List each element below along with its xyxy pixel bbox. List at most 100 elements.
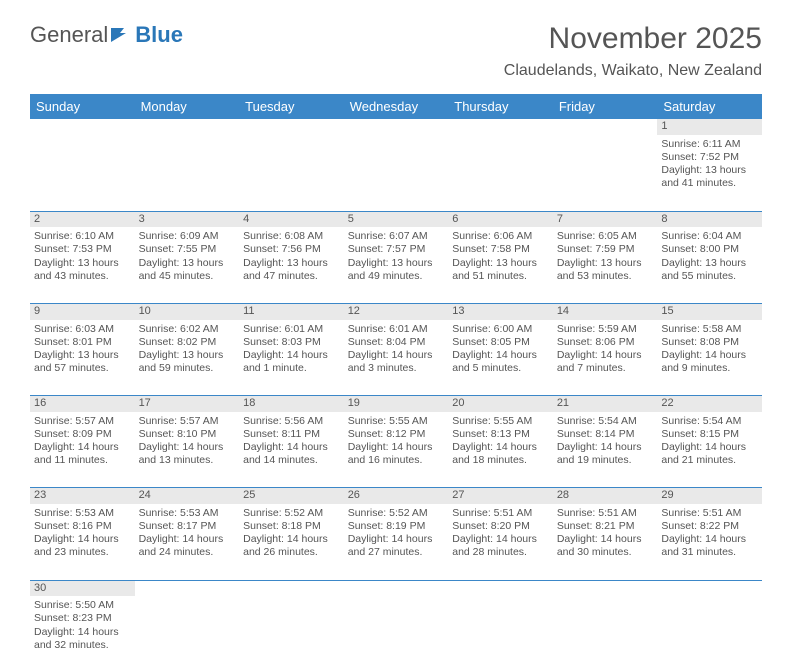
sunset: Sunset: 8:20 PM [452, 520, 549, 533]
daylight: Daylight: 13 hours and 57 minutes. [34, 349, 131, 375]
sunrise: Sunrise: 5:50 AM [34, 599, 131, 612]
sunrise: Sunrise: 6:05 AM [557, 230, 654, 243]
sunset: Sunset: 8:10 PM [139, 428, 236, 441]
day-number [657, 580, 762, 596]
daylight: Daylight: 14 hours and 23 minutes. [34, 533, 131, 559]
sunrise: Sunrise: 5:57 AM [34, 415, 131, 428]
sunrise: Sunrise: 6:01 AM [348, 323, 445, 336]
day-cell [553, 596, 658, 672]
day-number: 20 [448, 396, 553, 412]
daylight: Daylight: 14 hours and 21 minutes. [661, 441, 758, 467]
weekday-header-row: SundayMondayTuesdayWednesdayThursdayFrid… [30, 94, 762, 119]
daylight: Daylight: 14 hours and 28 minutes. [452, 533, 549, 559]
sunrise: Sunrise: 6:03 AM [34, 323, 131, 336]
day-cell: Sunrise: 6:11 AMSunset: 7:52 PMDaylight:… [657, 135, 762, 211]
day-number [344, 119, 449, 135]
sunset: Sunset: 7:59 PM [557, 243, 654, 256]
sunset: Sunset: 7:53 PM [34, 243, 131, 256]
sunrise: Sunrise: 5:52 AM [348, 507, 445, 520]
weekday-header: Thursday [448, 94, 553, 119]
daynum-row: 23242526272829 [30, 488, 762, 504]
week-row: Sunrise: 6:11 AMSunset: 7:52 PMDaylight:… [30, 135, 762, 211]
sunset: Sunset: 8:01 PM [34, 336, 131, 349]
day-cell: Sunrise: 6:00 AMSunset: 8:05 PMDaylight:… [448, 320, 553, 396]
day-number [239, 119, 344, 135]
daylight: Daylight: 14 hours and 32 minutes. [34, 626, 131, 652]
sunset: Sunset: 8:02 PM [139, 336, 236, 349]
sunset: Sunset: 8:18 PM [243, 520, 340, 533]
sunset: Sunset: 8:05 PM [452, 336, 549, 349]
weekday-header: Sunday [30, 94, 135, 119]
day-cell [239, 596, 344, 672]
day-number: 22 [657, 396, 762, 412]
sunset: Sunset: 8:14 PM [557, 428, 654, 441]
day-number: 23 [30, 488, 135, 504]
sunrise: Sunrise: 5:51 AM [557, 507, 654, 520]
sunrise: Sunrise: 6:07 AM [348, 230, 445, 243]
logo: General Blue [30, 22, 183, 48]
sunset: Sunset: 8:11 PM [243, 428, 340, 441]
sunrise: Sunrise: 5:53 AM [34, 507, 131, 520]
flag-icon [110, 26, 132, 44]
day-cell: Sunrise: 6:01 AMSunset: 8:03 PMDaylight:… [239, 320, 344, 396]
daylight: Daylight: 14 hours and 30 minutes. [557, 533, 654, 559]
day-number: 24 [135, 488, 240, 504]
day-number [135, 580, 240, 596]
sunrise: Sunrise: 6:02 AM [139, 323, 236, 336]
day-cell: Sunrise: 6:06 AMSunset: 7:58 PMDaylight:… [448, 227, 553, 303]
daylight: Daylight: 13 hours and 47 minutes. [243, 257, 340, 283]
sunrise: Sunrise: 5:53 AM [139, 507, 236, 520]
sunset: Sunset: 8:09 PM [34, 428, 131, 441]
daylight: Daylight: 14 hours and 24 minutes. [139, 533, 236, 559]
sunset: Sunset: 8:17 PM [139, 520, 236, 533]
day-cell [135, 596, 240, 672]
sunrise: Sunrise: 5:55 AM [348, 415, 445, 428]
sunset: Sunset: 7:52 PM [661, 151, 758, 164]
sunrise: Sunrise: 6:06 AM [452, 230, 549, 243]
sunrise: Sunrise: 5:57 AM [139, 415, 236, 428]
sunset: Sunset: 8:13 PM [452, 428, 549, 441]
sunrise: Sunrise: 6:04 AM [661, 230, 758, 243]
weekday-header: Wednesday [344, 94, 449, 119]
daylight: Daylight: 13 hours and 59 minutes. [139, 349, 236, 375]
daylight: Daylight: 14 hours and 31 minutes. [661, 533, 758, 559]
sunset: Sunset: 7:57 PM [348, 243, 445, 256]
day-number: 29 [657, 488, 762, 504]
sunset: Sunset: 7:58 PM [452, 243, 549, 256]
day-cell: Sunrise: 5:51 AMSunset: 8:22 PMDaylight:… [657, 504, 762, 580]
daylight: Daylight: 14 hours and 27 minutes. [348, 533, 445, 559]
day-cell: Sunrise: 5:52 AMSunset: 8:19 PMDaylight:… [344, 504, 449, 580]
day-cell [30, 135, 135, 211]
day-cell [239, 135, 344, 211]
day-number: 8 [657, 211, 762, 227]
day-cell: Sunrise: 5:59 AMSunset: 8:06 PMDaylight:… [553, 320, 658, 396]
day-cell: Sunrise: 6:07 AMSunset: 7:57 PMDaylight:… [344, 227, 449, 303]
daynum-row: 16171819202122 [30, 396, 762, 412]
day-number: 6 [448, 211, 553, 227]
daylight: Daylight: 14 hours and 19 minutes. [557, 441, 654, 467]
daylight: Daylight: 14 hours and 3 minutes. [348, 349, 445, 375]
day-cell: Sunrise: 6:04 AMSunset: 8:00 PMDaylight:… [657, 227, 762, 303]
sunrise: Sunrise: 5:54 AM [661, 415, 758, 428]
day-number: 19 [344, 396, 449, 412]
sunset: Sunset: 8:16 PM [34, 520, 131, 533]
daylight: Daylight: 14 hours and 1 minute. [243, 349, 340, 375]
day-number: 5 [344, 211, 449, 227]
daylight: Daylight: 14 hours and 5 minutes. [452, 349, 549, 375]
sunrise: Sunrise: 5:58 AM [661, 323, 758, 336]
sunrise: Sunrise: 6:11 AM [661, 138, 758, 151]
day-cell: Sunrise: 5:57 AMSunset: 8:09 PMDaylight:… [30, 412, 135, 488]
day-number: 30 [30, 580, 135, 596]
day-cell: Sunrise: 6:10 AMSunset: 7:53 PMDaylight:… [30, 227, 135, 303]
logo-text-2: Blue [135, 22, 183, 48]
sunrise: Sunrise: 5:55 AM [452, 415, 549, 428]
day-number [344, 580, 449, 596]
day-cell: Sunrise: 5:58 AMSunset: 8:08 PMDaylight:… [657, 320, 762, 396]
daynum-row: 9101112131415 [30, 303, 762, 319]
day-number: 16 [30, 396, 135, 412]
day-number [448, 119, 553, 135]
sunset: Sunset: 8:06 PM [557, 336, 654, 349]
day-number [553, 119, 658, 135]
day-number: 28 [553, 488, 658, 504]
sunrise: Sunrise: 5:54 AM [557, 415, 654, 428]
